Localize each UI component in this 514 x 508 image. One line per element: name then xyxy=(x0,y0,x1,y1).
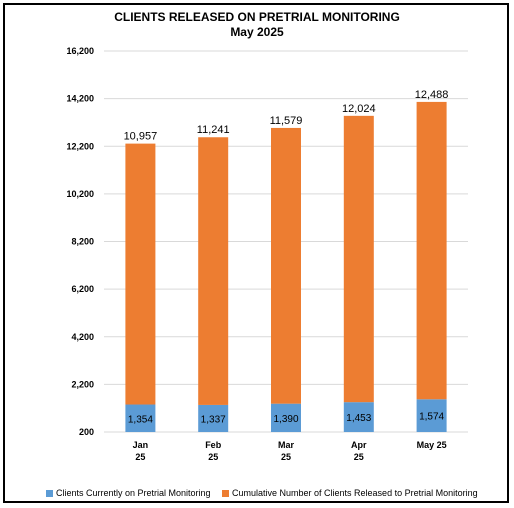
x-tick-label: Apr xyxy=(351,440,367,450)
data-label-cumulative: 12,024 xyxy=(342,103,376,115)
legend-swatch-current xyxy=(46,490,53,498)
x-tick-label: Mar xyxy=(278,440,295,450)
x-tick-label: 25 xyxy=(208,452,218,462)
bar-cumulative xyxy=(125,143,156,405)
bar-current xyxy=(125,404,156,432)
x-tick-label: Jan xyxy=(133,440,149,450)
data-label-cumulative: 10,957 xyxy=(124,131,158,143)
legend-item-current: Clients Currently on Pretrial Monitoring xyxy=(46,488,211,498)
data-label-current: 1,453 xyxy=(346,413,371,424)
y-tick-label: 10,200 xyxy=(66,189,94,199)
bar-current xyxy=(416,399,447,432)
legend-label-cumulative: Cumulative Number of Clients Released to… xyxy=(232,488,478,498)
data-label-current: 1,337 xyxy=(201,414,226,425)
y-tick-label: 16,200 xyxy=(66,46,94,56)
y-tick-label: 12,200 xyxy=(66,141,94,151)
data-label-current: 1,574 xyxy=(419,412,444,423)
data-label-cumulative: 12,488 xyxy=(415,89,449,101)
data-label-cumulative: 11,579 xyxy=(270,115,303,127)
x-tick-label: May 25 xyxy=(417,440,447,450)
legend-swatch-cumulative xyxy=(222,490,229,498)
y-tick-label: 4,200 xyxy=(71,332,94,342)
bar-cumulative xyxy=(271,127,301,404)
bar-cumulative xyxy=(416,101,447,400)
y-tick-label: 2,200 xyxy=(71,379,94,389)
x-tick-label: 25 xyxy=(354,452,364,462)
x-tick-label: 25 xyxy=(135,452,145,462)
bar-current xyxy=(198,404,229,432)
x-tick-label: Feb xyxy=(205,440,222,450)
bar-cumulative xyxy=(343,115,374,403)
y-tick-label: 200 xyxy=(79,427,94,437)
bar-current xyxy=(343,402,374,432)
data-label-current: 1,354 xyxy=(128,414,153,425)
bar-cumulative xyxy=(198,137,229,405)
bar-current xyxy=(271,403,301,432)
legend-label-current: Clients Currently on Pretrial Monitoring xyxy=(56,488,211,498)
chart-title: CLIENTS RELEASED ON PRETRIAL MONITORING xyxy=(114,10,400,24)
y-tick-label: 14,200 xyxy=(66,94,94,104)
legend-item-cumulative: Cumulative Number of Clients Released to… xyxy=(222,488,478,498)
x-tick-label: 25 xyxy=(281,452,291,462)
data-label-cumulative: 11,241 xyxy=(197,124,230,136)
y-tick-label: 6,200 xyxy=(71,284,94,294)
data-label-current: 1,390 xyxy=(273,414,298,425)
chart-subtitle: May 2025 xyxy=(230,25,284,39)
y-tick-label: 8,200 xyxy=(71,237,94,247)
